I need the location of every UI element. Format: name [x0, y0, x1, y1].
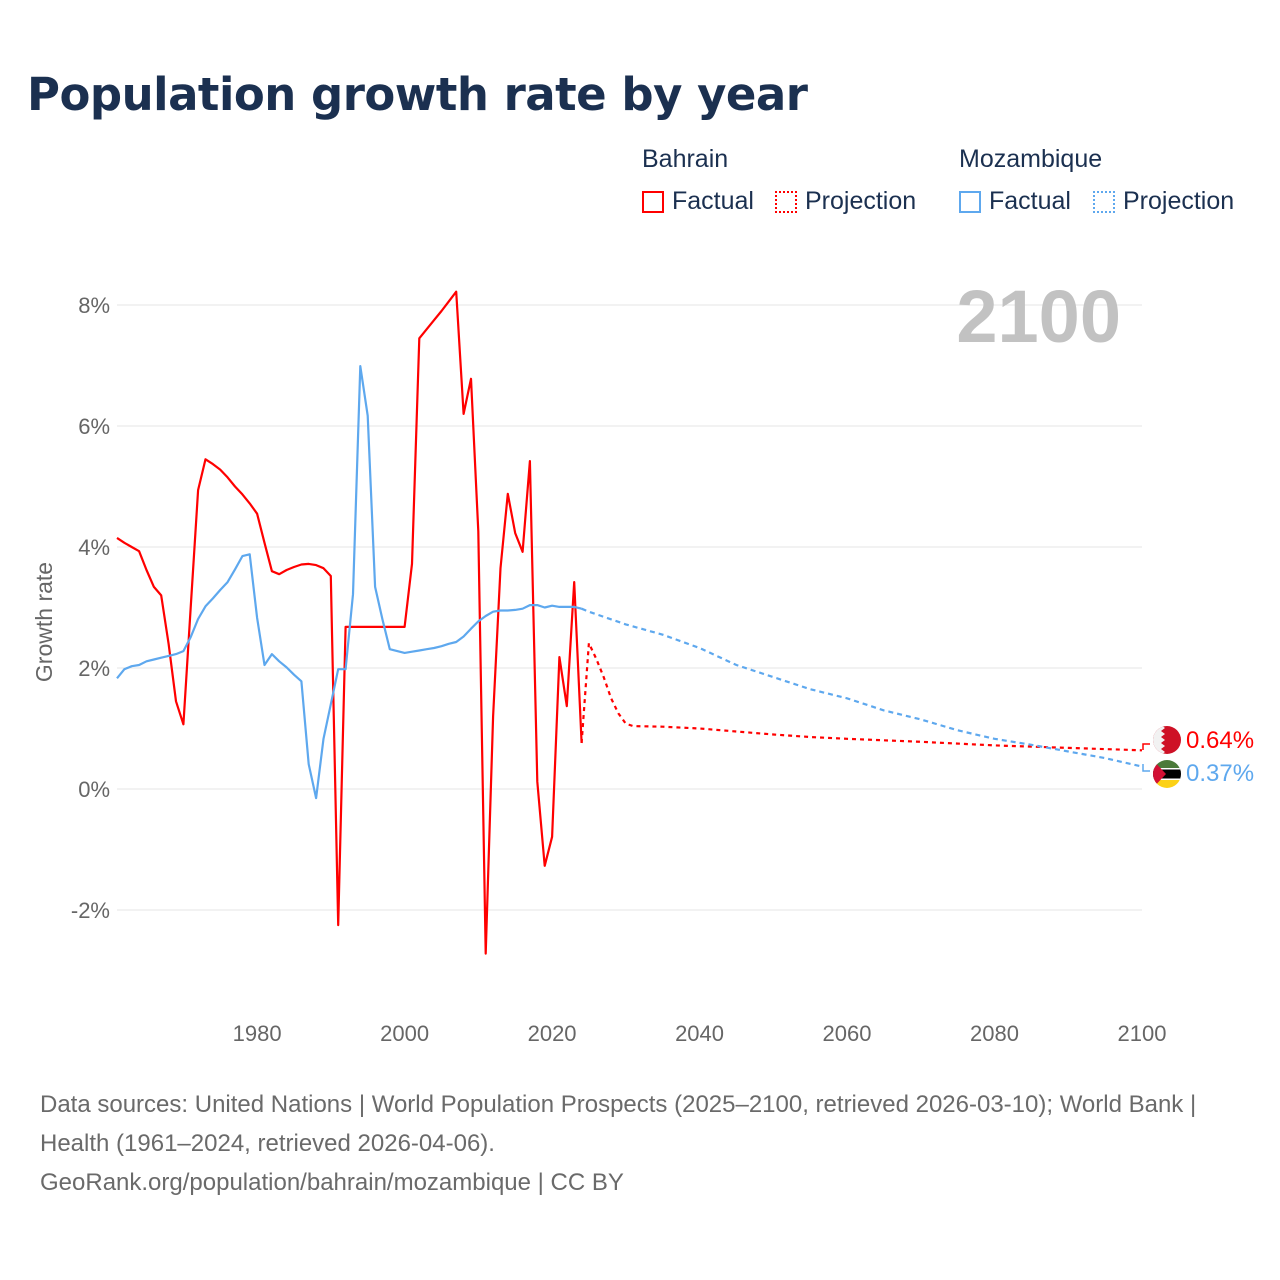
dotted-swatch-icon — [775, 190, 797, 213]
legend-mozambique-factual[interactable]: Factual — [959, 187, 1071, 216]
y-tick-label: 2% — [78, 656, 110, 681]
mozambique-projection-line — [581, 607, 1143, 768]
legend-country-bahrain: Bahrain — [642, 145, 729, 173]
solid-swatch-icon — [642, 190, 664, 213]
x-axis-ticks: 1980 2000 2020 2040 2060 2080 2100 — [233, 1021, 1167, 1046]
bahrain-end-value: 0.64% — [1186, 727, 1254, 754]
data-sources: Data sources: United Nations | World Pop… — [40, 1091, 1197, 1157]
y-tick-label: 6% — [78, 414, 110, 439]
solid-swatch-icon — [959, 190, 981, 213]
bahrain-projection-line — [580, 638, 1143, 752]
x-tick-label: 2000 — [380, 1021, 429, 1046]
footer: Data sources: United Nations | World Pop… — [40, 1085, 1240, 1202]
x-tick-label: 1980 — [233, 1021, 282, 1046]
x-tick-label: 2080 — [970, 1021, 1019, 1046]
legend-bahrain-factual[interactable]: Factual — [642, 187, 754, 216]
bahrain-flag-icon — [1153, 726, 1181, 754]
legend-country-mozambique: Mozambique — [959, 145, 1103, 173]
y-tick-label: 4% — [78, 535, 110, 560]
y-axis-ticks: -2% 0% 2% 4% 6% 8% — [71, 293, 110, 923]
x-tick-label: 2060 — [823, 1021, 872, 1046]
mozambique-factual-line — [116, 365, 582, 800]
year-watermark: 2100 — [956, 275, 1121, 358]
y-tick-label: -2% — [71, 898, 110, 923]
x-tick-label: 2100 — [1118, 1021, 1167, 1046]
legend-label: Projection — [805, 187, 917, 215]
x-tick-label: 2040 — [675, 1021, 724, 1046]
legend-label: Factual — [989, 187, 1071, 215]
legend-bahrain-projection[interactable]: Projection — [775, 187, 916, 216]
mozambique-connector — [1142, 764, 1150, 772]
mozambique-end-value: 0.37% — [1186, 760, 1254, 787]
series-lines — [116, 290, 1143, 955]
mozambique-flag-icon — [1153, 760, 1181, 788]
x-tick-label: 2020 — [528, 1021, 577, 1046]
legend-label: Projection — [1123, 187, 1235, 215]
legend-mozambique-projection[interactable]: Projection — [1093, 187, 1234, 216]
dotted-swatch-icon — [1093, 190, 1115, 213]
credit-link[interactable]: GeoRank.org/population/bahrain/mozambiqu… — [40, 1169, 624, 1196]
y-tick-label: 0% — [78, 777, 110, 802]
y-tick-label: 8% — [78, 293, 110, 318]
bahrain-connector — [1142, 743, 1150, 750]
y-axis-label: Growth rate — [31, 562, 57, 682]
chart-title: Population growth rate by year — [27, 68, 808, 121]
legend-label: Factual — [672, 187, 754, 215]
gridlines — [117, 304, 1142, 911]
